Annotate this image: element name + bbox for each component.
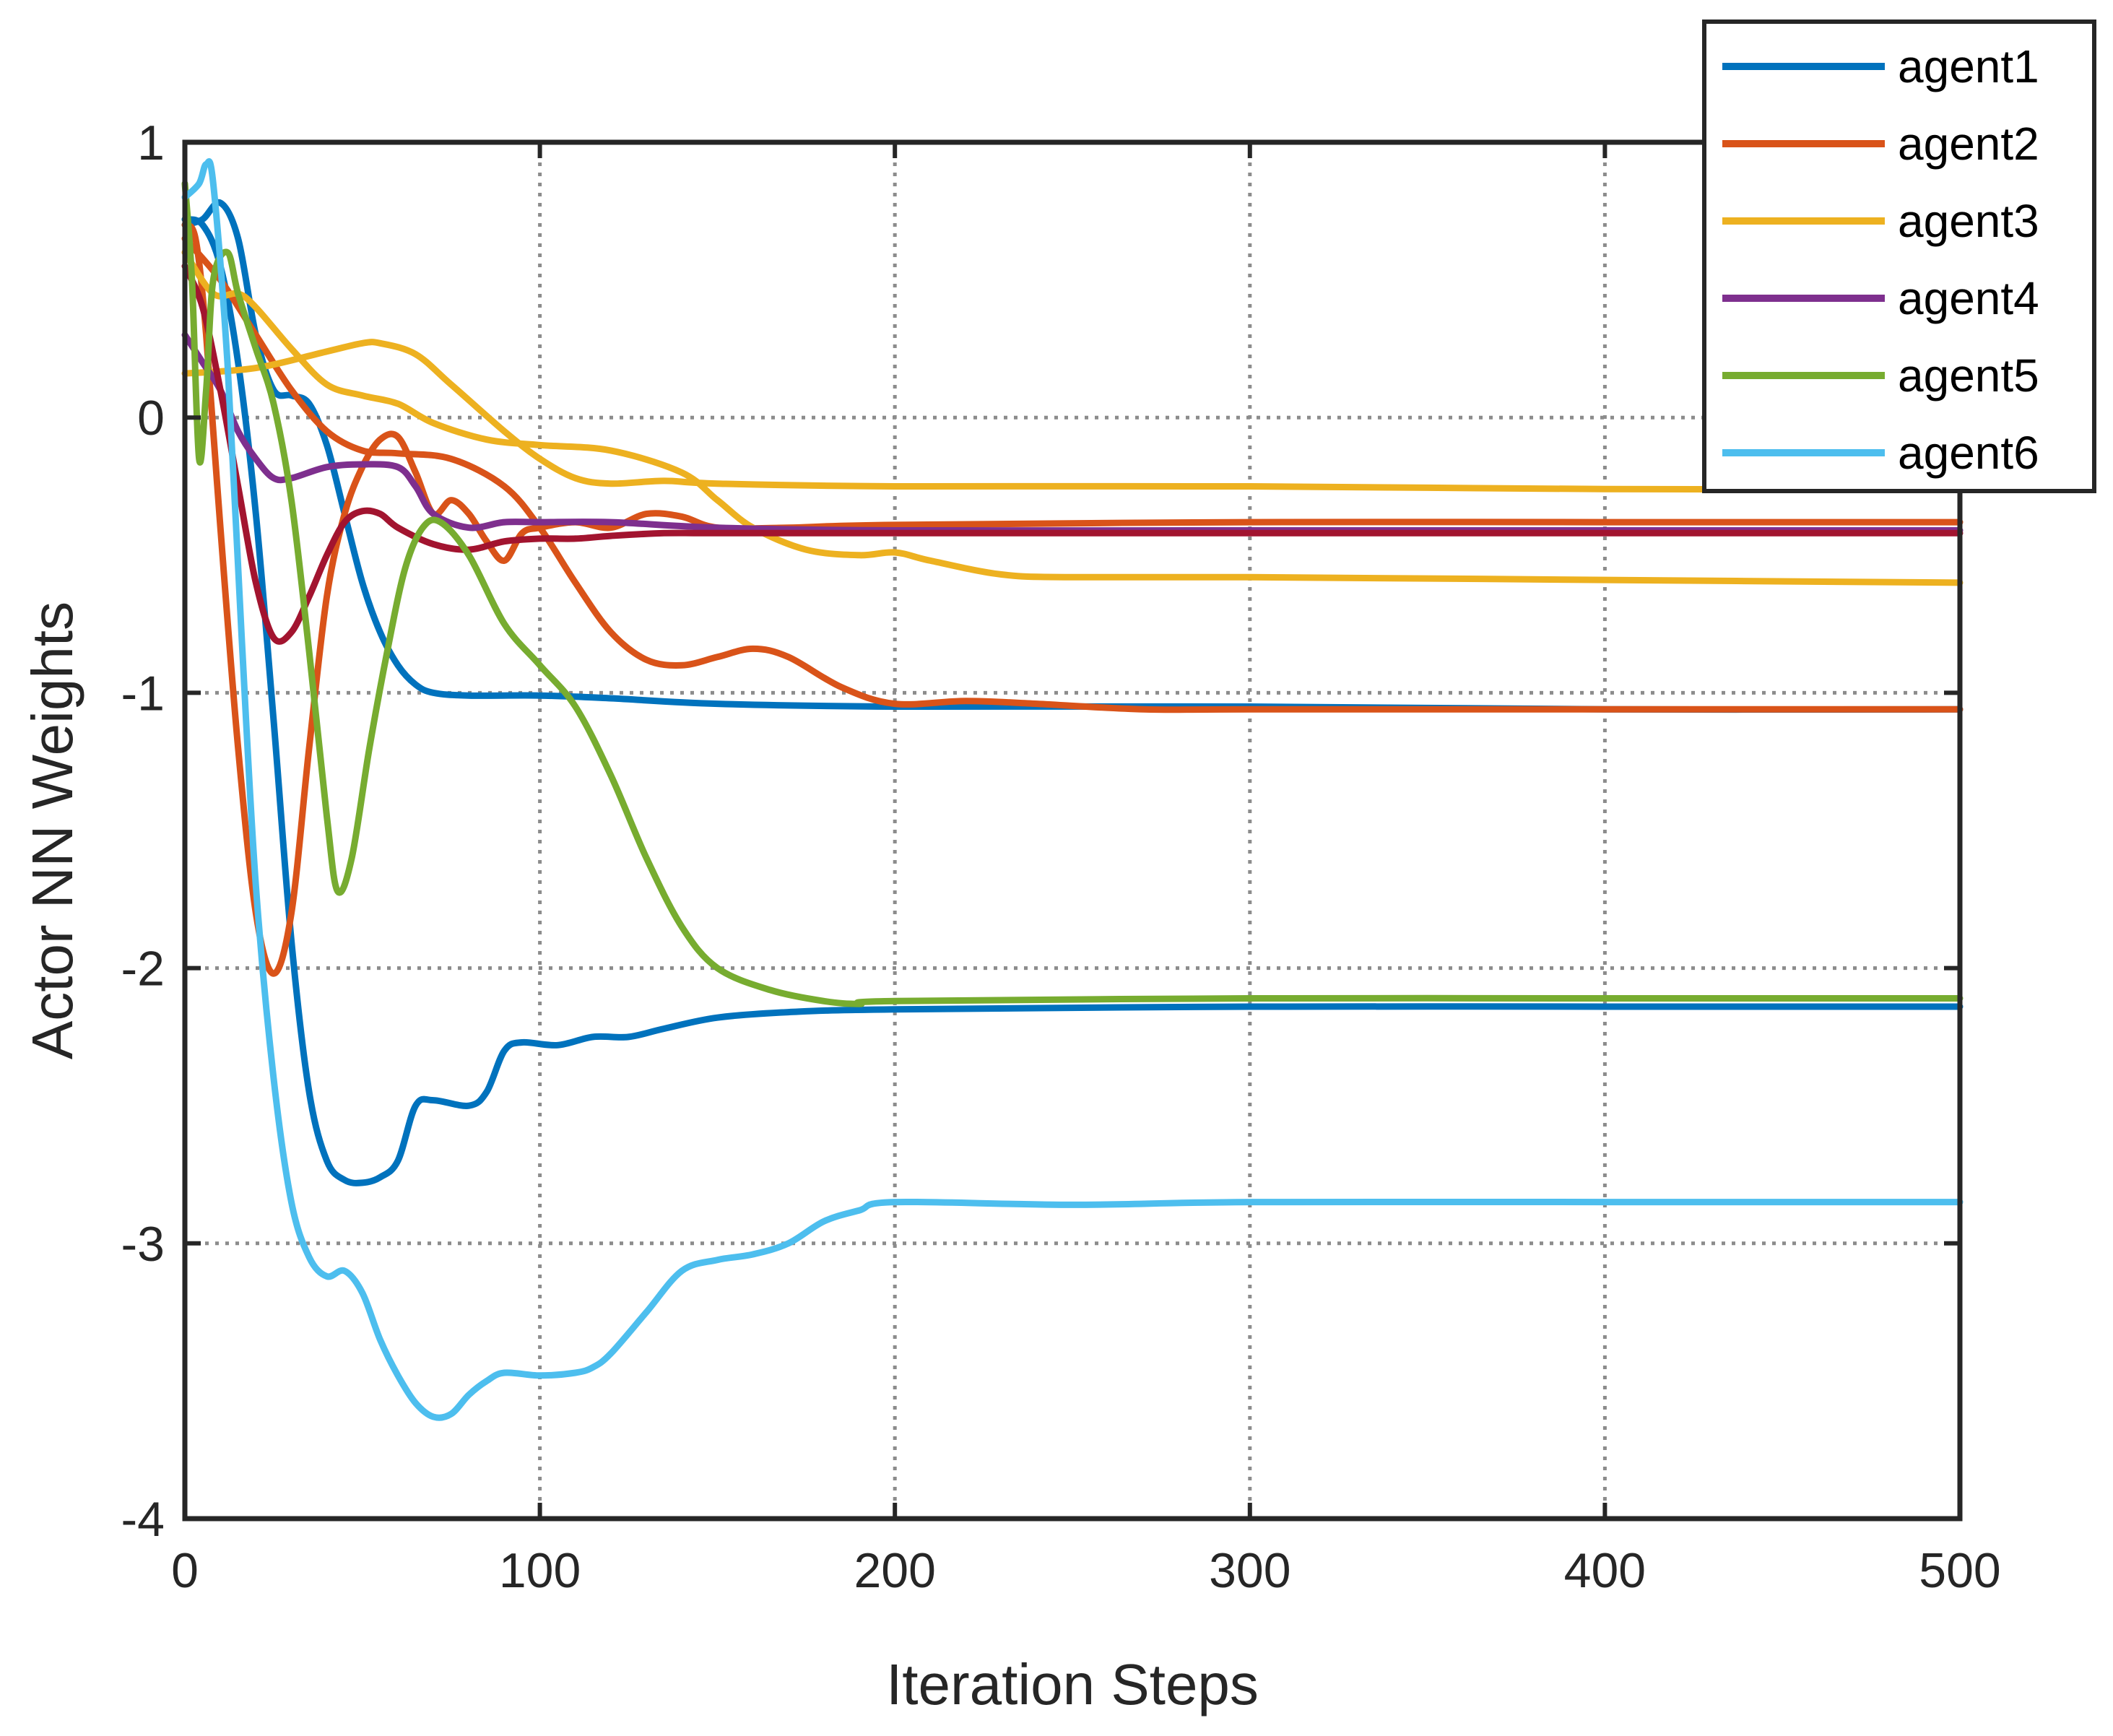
- x-tick-label: 500: [1919, 1543, 2000, 1598]
- legend: agent1 agent2 agent3 agent4 agent5 agent6: [1702, 19, 2096, 493]
- series-line-agent5-8: [181, 180, 1964, 1007]
- x-tick-label: 0: [171, 1543, 199, 1598]
- series-line-agent6-9: [181, 158, 1964, 1421]
- series-line-agent1-1: [181, 216, 1964, 1186]
- legend-label-agent3: agent3: [1898, 195, 2039, 247]
- grid: [185, 142, 1960, 1519]
- x-tick-label: 300: [1209, 1543, 1290, 1598]
- legend-label-agent2: agent2: [1898, 118, 2039, 170]
- y-axis-label: Actor NN Weights: [20, 602, 84, 1059]
- x-tick-label: 400: [1564, 1543, 1646, 1598]
- series-line-agent4-7: [181, 263, 1964, 645]
- y-tick-label: 0: [137, 391, 165, 446]
- legend-label-agent1: agent1: [1898, 40, 2039, 92]
- legend-box: [1702, 19, 2096, 493]
- series-line-agent2-2: [181, 221, 1964, 977]
- series-line-agent3-4: [181, 339, 1964, 493]
- legend-label-agent4: agent4: [1898, 272, 2039, 324]
- series-line-agent3-5: [181, 249, 1964, 586]
- legend-label-agent5: agent5: [1898, 350, 2039, 402]
- series-line-agent2-3: [181, 235, 1964, 713]
- tick-labels: 0 100 200 300 400 500 -4 -3 -2 -1 0 1: [121, 116, 2001, 1598]
- y-tick-label: -1: [121, 666, 165, 721]
- y-tick-label: -4: [121, 1492, 165, 1547]
- plot-area-frame: [182, 139, 1963, 1522]
- y-tick-label: -3: [121, 1217, 165, 1272]
- y-tick-label: -2: [121, 942, 165, 997]
- x-tick-label: 200: [854, 1543, 935, 1598]
- legend-label-agent6: agent6: [1898, 427, 2039, 479]
- x-axis-label: Iteration Steps: [886, 1652, 1259, 1717]
- series-lines: [181, 158, 1964, 1421]
- y-tick-label: 1: [137, 116, 165, 170]
- x-tick-label: 100: [499, 1543, 581, 1598]
